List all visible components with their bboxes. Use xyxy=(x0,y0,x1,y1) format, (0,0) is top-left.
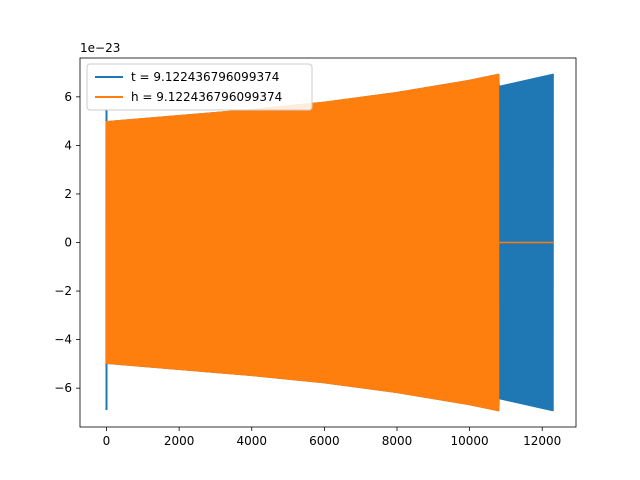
x-tick-label: 0 xyxy=(103,434,111,448)
x-tick-label: 6000 xyxy=(309,434,340,448)
y-tick-label: 6 xyxy=(64,90,72,104)
y-tick-label: 0 xyxy=(64,236,72,250)
legend-box xyxy=(86,63,313,111)
x-tick-label: 8000 xyxy=(382,434,413,448)
y-tick-label: −4 xyxy=(54,333,72,347)
legend-label-0: t = 9.122436796099374 xyxy=(131,70,279,84)
y-tick-label: −6 xyxy=(54,381,72,395)
x-tick-label: 10000 xyxy=(451,434,489,448)
y-tick-label: 4 xyxy=(64,138,72,152)
legend: t = 9.122436796099374 h = 9.1224367960993… xyxy=(86,63,313,111)
series-1-line xyxy=(105,73,554,412)
x-tick-label: 2000 xyxy=(164,434,195,448)
series-1-oscillation xyxy=(105,73,500,412)
plot-area xyxy=(105,73,554,412)
legend-label-1: h = 9.122436796099374 xyxy=(131,90,282,104)
x-tick-label: 12000 xyxy=(523,434,561,448)
y-tick-label: −2 xyxy=(54,284,72,298)
y-offset-label: 1e−23 xyxy=(80,41,120,55)
x-tick-label: 4000 xyxy=(236,434,267,448)
y-tick-label: 2 xyxy=(64,187,72,201)
axes: 0 2000 4000 6000 8000 10000 12000 −6 −4 −2 0 2 4 6 xyxy=(54,57,577,448)
